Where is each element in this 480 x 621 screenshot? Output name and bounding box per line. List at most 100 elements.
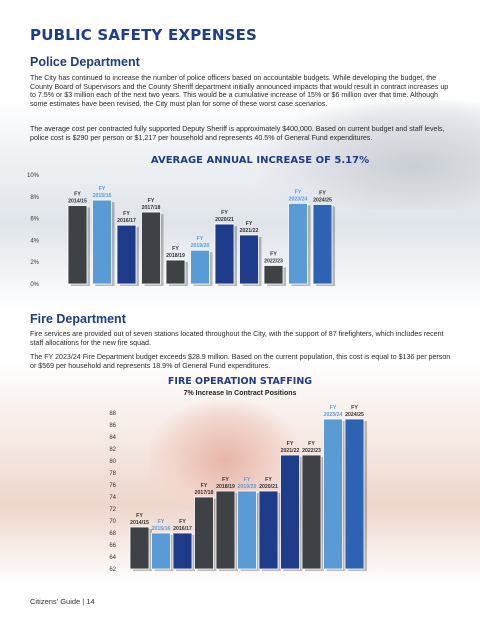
bar-label-fy: FY (246, 221, 253, 227)
police-heading: Police Department (30, 55, 140, 69)
police-car-image (260, 100, 480, 210)
y-tick-label: 68 (109, 531, 116, 537)
y-tick-label: 82 (109, 447, 116, 453)
bar-label-year: 2015/16 (93, 193, 112, 199)
bar-label-year: 2024/25 (345, 412, 364, 418)
bar (214, 223, 235, 285)
bar-label-fy: FY (158, 519, 165, 525)
bar-label-fy: FY (319, 190, 326, 196)
bar-label-year: 2023/24 (324, 412, 343, 418)
bar (92, 199, 112, 285)
bar (141, 211, 161, 285)
bar-label-fy: FY (244, 477, 251, 483)
y-tick-label: 84 (109, 435, 116, 441)
bar-label-fy: FY (270, 251, 277, 257)
bar-label-fy: FY (221, 210, 228, 216)
y-tick-label: 10% (27, 173, 40, 179)
bar-label-year: 2016/17 (173, 526, 192, 532)
police-increase-chart: 0%2%4%6%8%10%FY2014/15FY2015/16FY2016/17… (27, 173, 335, 288)
y-tick-label: 80 (109, 459, 116, 465)
bar (344, 418, 365, 570)
bar-label-fy: FY (330, 405, 337, 411)
bar-label-year: 2022/23 (264, 258, 283, 264)
bar-label-fy: FY (148, 198, 155, 204)
bar-label-year: 2023/24 (289, 196, 308, 202)
fire-paragraph-1: Fire services are provided out of seven … (30, 330, 444, 347)
bar (263, 265, 284, 285)
bar-label-year: 2017/18 (195, 490, 214, 496)
y-tick-label: 88 (109, 411, 116, 417)
bar-label-fy: FY (197, 236, 204, 242)
y-tick-label: 66 (109, 543, 116, 549)
bar-label-year: 2022/23 (302, 448, 321, 454)
bar (194, 496, 214, 570)
bar (280, 454, 300, 570)
bar-label-year: 2019/20 (191, 243, 210, 249)
bar (301, 454, 322, 570)
bar-label-fy: FY (287, 441, 294, 447)
bar (67, 205, 88, 285)
bar (116, 224, 137, 285)
bar-label-year: 2017/18 (142, 205, 161, 211)
bar-label-year: 2020/21 (259, 484, 278, 490)
y-tick-label: 4% (30, 238, 39, 244)
police-chart-title: AVERAGE ANNUAL INCREASE OF 5.17% (150, 155, 370, 166)
fire-chart-subtitle: 7% Increase In Contract Positions (183, 390, 297, 397)
bar (190, 249, 210, 285)
y-tick-label: 74 (109, 495, 116, 501)
bar (239, 234, 259, 285)
fire-paragraph-2: The FY 2023/24 Fire Department budget ex… (30, 353, 451, 370)
bar-label-fy: FY (265, 477, 272, 483)
y-tick-label: 8% (30, 195, 39, 201)
bar-label-year: 2020/21 (215, 217, 234, 223)
bar-label-fy: FY (99, 186, 106, 192)
y-tick-label: 78 (109, 471, 116, 477)
bar-label-year: 2018/19 (216, 484, 235, 490)
bar (215, 490, 236, 570)
bar-label-year: 2018/19 (166, 253, 185, 259)
y-tick-label: 2% (30, 260, 39, 266)
bar-label-fy: FY (295, 189, 302, 195)
bar-label-year: 2016/17 (117, 218, 136, 224)
bar-label-year: 2019/20 (238, 484, 257, 490)
bar-label-year: 2024/25 (313, 197, 332, 203)
bar-label-year: 2014/15 (130, 520, 149, 526)
y-tick-label: 6% (30, 217, 39, 223)
bar (237, 490, 257, 570)
bar-label-year: 2021/22 (240, 228, 259, 234)
bar-label-fy: FY (222, 477, 229, 483)
bar-label-year: 2021/22 (281, 448, 300, 454)
bar-label-fy: FY (136, 513, 143, 519)
fire-heading: Fire Department (30, 312, 126, 326)
police-paragraph-2: The average cost per contracted fully su… (30, 125, 445, 142)
fire-chart-title: FIRE OPERATION STAFFING (167, 376, 313, 387)
bar (312, 204, 333, 285)
bar (151, 532, 171, 570)
bar (288, 202, 308, 285)
y-tick-label: 62 (109, 567, 116, 573)
bar (165, 259, 186, 285)
page-title: PUBLIC SAFETY EXPENSES (30, 26, 258, 44)
bar-label-fy: FY (123, 211, 130, 217)
bar (172, 532, 193, 570)
y-tick-label: 76 (109, 483, 116, 489)
bar-label-fy: FY (172, 246, 179, 252)
y-tick-label: 64 (109, 555, 116, 561)
bar-label-fy: FY (201, 483, 208, 489)
bar-label-fy: FY (308, 441, 315, 447)
bar-label-fy: FY (179, 519, 186, 525)
bar (129, 526, 150, 570)
bar-label-year: 2014/15 (68, 199, 87, 205)
bar-label-fy: FY (351, 405, 358, 411)
bar (323, 418, 343, 570)
bar (258, 490, 279, 570)
y-tick-label: 72 (109, 507, 116, 513)
page-footer: Citizens' Guide | 14 (30, 597, 95, 606)
y-tick-label: 86 (109, 423, 116, 429)
y-tick-label: 70 (109, 519, 116, 525)
bar-label-fy: FY (74, 192, 81, 198)
y-tick-label: 0% (30, 282, 39, 288)
bar-label-year: 2015/16 (152, 526, 171, 532)
